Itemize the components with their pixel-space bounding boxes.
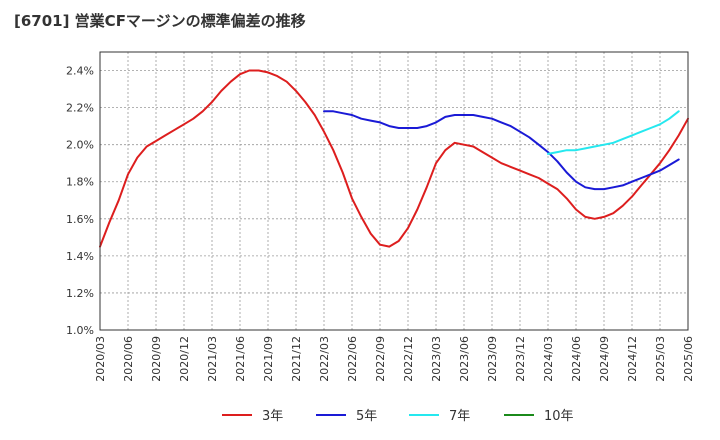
x-tick-label: 2022/06 (346, 336, 359, 382)
x-tick-label: 2025/03 (654, 336, 667, 382)
y-tick-label: 1.0% (66, 324, 94, 337)
y-tick-label: 2.0% (66, 139, 94, 152)
plot-frame (99, 51, 689, 331)
series-line (99, 69, 689, 248)
x-tick-label: 2021/06 (234, 336, 247, 382)
x-tick-label: 2024/06 (570, 336, 583, 382)
legend-label: 7年 (449, 409, 470, 424)
x-tick-label: 2024/09 (598, 336, 611, 382)
x-tick-label: 2024/03 (542, 336, 555, 382)
legend-label: 3年 (262, 409, 283, 424)
legend-label: 10年 (544, 409, 574, 424)
x-tick-label: 2020/06 (122, 336, 135, 382)
x-tick-label: 2022/09 (374, 336, 387, 382)
y-tick-label: 1.8% (66, 176, 94, 189)
x-tick-label: 2022/03 (318, 336, 331, 382)
x-tick-label: 2020/09 (150, 336, 163, 382)
legend-label: 5年 (356, 409, 377, 424)
x-tick-label: 2025/06 (682, 336, 695, 382)
chart-title: [6701] 営業CFマージンの標準偏差の推移 (14, 12, 306, 30)
x-tick-label: 2024/12 (626, 336, 639, 382)
x-tick-label: 2023/12 (514, 336, 527, 382)
x-tick-label: 2022/12 (402, 336, 415, 382)
x-tick-label: 2020/12 (178, 336, 191, 382)
x-tick-label: 2023/06 (458, 336, 471, 382)
x-tick-label: 2021/09 (262, 336, 275, 382)
series-lines (99, 69, 689, 248)
grid (99, 52, 689, 331)
y-tick-label: 2.2% (66, 102, 94, 115)
series-line (547, 110, 680, 155)
x-axis-ticks: 2020/03 2020/06 2020/09 2020/12 2021/03 2021/… (94, 336, 695, 382)
y-tick-label: 1.6% (66, 213, 94, 226)
y-tick-label: 1.4% (66, 250, 94, 263)
x-tick-label: 2020/03 (94, 336, 107, 382)
x-tick-label: 2021/03 (206, 336, 219, 382)
x-tick-label: 2021/12 (290, 336, 303, 382)
x-tick-label: 2023/03 (430, 336, 443, 382)
legend: 3年 5年 7年 10年 (222, 409, 574, 424)
y-tick-label: 2.4% (66, 65, 94, 78)
y-tick-label: 1.2% (66, 287, 94, 300)
y-axis-ticks: 1.0% 1.2% 1.4% 1.6% 1.8% 2.0% 2.2% 2.4% (66, 65, 94, 337)
series-line (323, 110, 680, 191)
x-tick-label: 2023/09 (486, 336, 499, 382)
